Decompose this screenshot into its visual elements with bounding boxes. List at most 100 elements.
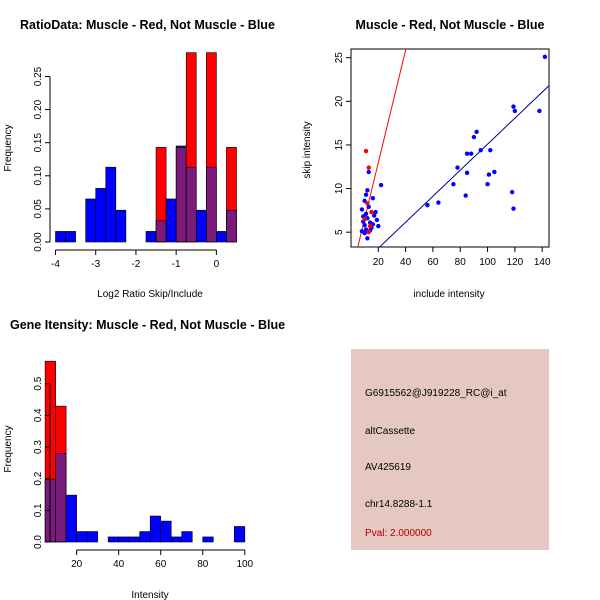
ratio-muscle-bar xyxy=(226,147,237,242)
intensity-y-tick-label: 0.2 xyxy=(33,471,44,485)
scatter-not-muscle-point xyxy=(485,181,490,187)
scatter-y-tick-label: 25 xyxy=(334,52,345,64)
ratio-not-muscle-bar xyxy=(176,146,187,148)
accession-text: AV425619 xyxy=(365,462,411,473)
ratio-y-tick-label: 0.10 xyxy=(33,166,44,186)
intensity-not-muscle-bar xyxy=(129,536,140,542)
intensity-x-tick-label: 80 xyxy=(197,559,209,570)
intensity-not-muscle-bar xyxy=(181,531,193,542)
ratio-not-muscle-bar xyxy=(145,231,157,242)
intensity-x-tick-label: 60 xyxy=(155,559,167,570)
intensity-not-muscle-bar xyxy=(66,495,77,542)
intensity-not-muscle-bar xyxy=(108,536,119,542)
scatter-not-muscle-point xyxy=(373,209,378,215)
ratio-x-tick-label: -2 xyxy=(131,259,140,270)
ratio-not-muscle-bar xyxy=(166,198,177,242)
location-text: chr14.8288-1.1 xyxy=(365,499,433,510)
ratio-y-tick-label: 0.00 xyxy=(33,232,44,252)
intensity-not-muscle-bar xyxy=(139,531,151,542)
ratio-bar-outline xyxy=(115,209,127,243)
ratio-x-tick-label: -4 xyxy=(51,259,60,270)
scatter-x-tick-label: 120 xyxy=(507,257,524,268)
intensity-y-tick-label: 0.0 xyxy=(33,535,44,549)
intensity-x-tick-label: 40 xyxy=(113,559,125,570)
scatter-not-muscle-point xyxy=(425,202,430,208)
scatter-not-muscle-point xyxy=(359,229,365,234)
scatter-axes: 20 40 60 80 100 120 140 5 10 15 20 25 xyxy=(334,52,551,268)
scatter-not-muscle-fit-line xyxy=(379,85,549,247)
ratio-x-tick-label: -3 xyxy=(91,259,100,270)
intensity-not-muscle-bar xyxy=(150,516,161,542)
ratio-bar-outline xyxy=(65,231,76,243)
ratio-overlap-bar xyxy=(206,167,217,242)
ratio-overlap-bar xyxy=(156,220,167,242)
intensity-not-muscle-bar xyxy=(171,536,182,542)
scatter-muscle-point xyxy=(363,148,369,154)
intensity-not-muscle-bar xyxy=(234,526,245,542)
ratio-histogram-panel: RatioData: Muscle - Red, Not Muscle - Bl… xyxy=(3,18,275,300)
scatter-not-muscle-point xyxy=(463,193,468,198)
ratio-histogram-title: RatioData: Muscle - Red, Not Muscle - Bl… xyxy=(20,18,275,32)
scatter-not-muscle-point xyxy=(464,170,470,176)
ratio-histogram-ylabel: Frequency xyxy=(3,124,14,171)
scatter-not-muscle-point xyxy=(537,108,542,114)
ratio-histogram-bars xyxy=(55,52,237,243)
intensity-bar-outline xyxy=(160,520,172,543)
scatter-not-muscle-point xyxy=(362,222,367,228)
scatter-not-muscle-point xyxy=(471,134,477,140)
scatter-not-muscle-point xyxy=(372,213,377,218)
scatter-not-muscle-point xyxy=(511,206,516,211)
ratio-muscle-bar xyxy=(156,147,167,242)
scatter-clipped-content xyxy=(357,49,549,247)
intensity-bar-outline xyxy=(65,494,77,543)
scatter-not-muscle-point xyxy=(363,227,369,232)
intensity-not-muscle-bar xyxy=(76,531,88,542)
scatter-y-tick-label: 5 xyxy=(334,229,345,235)
ratio-not-muscle-bar xyxy=(115,210,126,242)
ratio-muscle-bar xyxy=(186,52,197,242)
ratio-y-tick-label: 0.05 xyxy=(33,199,44,219)
scatter-not-muscle-point xyxy=(376,223,381,229)
scatter-not-muscle-point xyxy=(374,217,380,223)
ratio-y-tick-label: 0.15 xyxy=(33,133,44,153)
ratio-x-tick-label: 0 xyxy=(214,259,220,270)
intensity-histogram-xlabel: Intensity xyxy=(131,590,168,600)
intensity-not-muscle-bar xyxy=(202,536,214,542)
intensity-x-tick-label: 20 xyxy=(71,559,83,570)
scatter-not-muscle-point xyxy=(542,54,548,60)
intensity-y-tick-label: 0.4 xyxy=(33,408,44,422)
ratio-overlap-bar xyxy=(186,167,197,242)
ratio-not-muscle-bar xyxy=(105,167,116,242)
ratio-not-muscle-bar xyxy=(196,210,207,242)
scatter-not-muscle-point xyxy=(492,169,497,175)
ratio-y-tick-label: 0.20 xyxy=(33,99,44,119)
scatter-x-tick-label: 40 xyxy=(400,257,412,268)
intensity-histogram-title: Gene Itensity: Muscle - Red, Not Muscle … xyxy=(10,318,285,332)
scatter-not-muscle-point xyxy=(455,165,460,170)
scatter-muscle-point xyxy=(367,223,373,229)
ratio-x-tick-label: -1 xyxy=(172,259,181,270)
intensity-not-muscle-bar xyxy=(87,531,98,542)
gene-info-background xyxy=(351,349,549,550)
intensity-bar-outline xyxy=(181,531,193,543)
intensity-bar-outline xyxy=(202,536,214,543)
scatter-x-tick-label: 20 xyxy=(373,257,385,268)
intensity-histogram-panel: Gene Itensity: Muscle - Red, Not Muscle … xyxy=(3,318,285,600)
scatter-ylabel: skip intensity xyxy=(302,121,313,178)
intensity-histogram-ylabel: Frequency xyxy=(3,425,14,472)
intensity-bar-outline xyxy=(233,526,246,543)
scatter-not-muscle-point xyxy=(436,200,441,205)
scatter-not-muscle-point xyxy=(451,181,456,187)
scatter-not-muscle-point xyxy=(464,151,470,156)
intensity-histogram-bars xyxy=(44,360,246,543)
scatter-not-muscle-point xyxy=(365,188,370,193)
ratio-bar-outline xyxy=(226,209,237,243)
scatter-muscle-point xyxy=(365,201,370,206)
scatter-not-muscle-point xyxy=(488,147,493,153)
ratio-muscle-bar xyxy=(206,52,217,242)
scatter-muscle-point xyxy=(366,229,371,235)
scatter-not-muscle-point xyxy=(478,147,483,153)
scatter-plot-box xyxy=(350,48,550,248)
scatter-muscle-point xyxy=(366,165,371,170)
